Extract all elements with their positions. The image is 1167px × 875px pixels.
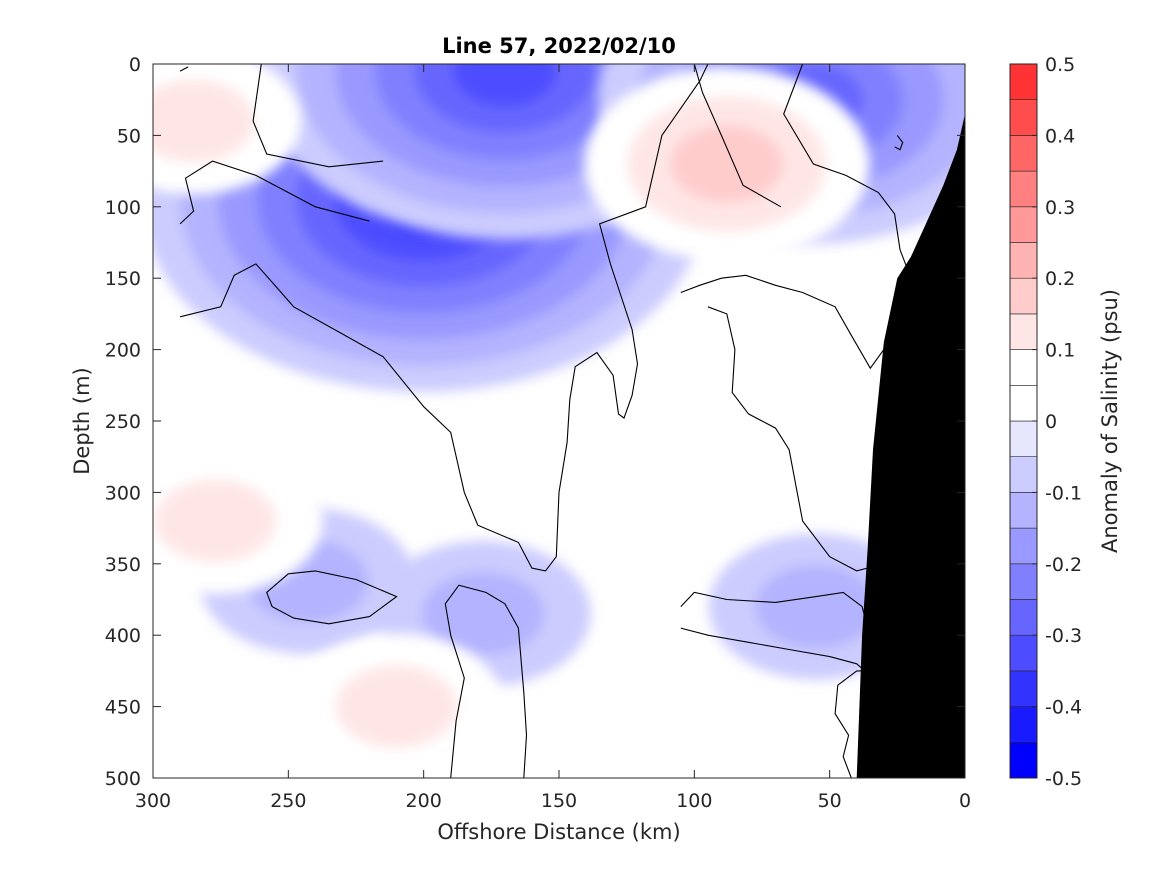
colorbar-swatch: [1009, 492, 1038, 529]
anomaly-field: [153, 64, 965, 778]
colorbar: 0.5 0.4 0.3 0.2 0.1 0 -0.1 -0.2 -0.3 -0.4 -0.5: [1009, 54, 1082, 790]
colorbar-swatch: [1009, 741, 1038, 779]
x-axis: 300 250 200 150 100 50 0: [135, 64, 971, 812]
anomaly-level: [689, 685, 835, 778]
zero-contour: [444, 584, 528, 778]
colorbar-swatch: [1009, 206, 1038, 243]
x-tick-label: 100: [676, 790, 712, 812]
colorbar-swatch: [1009, 456, 1038, 493]
anomaly-level: [453, 64, 556, 106]
zero-contour: [894, 135, 904, 151]
y-axis-label: Depth (m): [70, 367, 94, 474]
colorbar-swatch: [1009, 349, 1038, 386]
anomaly-salty-offshore-deep: [153, 447, 323, 595]
y-tick-label: 50: [117, 125, 141, 147]
y-tick-label: 150: [105, 268, 141, 290]
colorbar-tick-label: 0: [1045, 411, 1057, 433]
chart-title: Line 57, 2022/02/10: [442, 34, 676, 58]
x-tick-label: 0: [959, 790, 971, 812]
zero-contour: [707, 306, 884, 572]
colorbar-swatch: [1009, 242, 1038, 279]
y-tick-label: 300: [105, 482, 141, 504]
colorbar-swatch: [1009, 99, 1038, 136]
colorbar-swatch: [1009, 313, 1038, 350]
zero-contour: [179, 66, 189, 72]
anomaly-level: [153, 79, 255, 163]
anomaly-level: [154, 479, 277, 563]
y-tick-label: 100: [105, 197, 141, 219]
colorbar-swatch: [1009, 527, 1038, 565]
zero-contour: [179, 160, 370, 225]
zero-contour: [179, 64, 709, 572]
colorbar-swatch: [1009, 277, 1038, 315]
colorbar-swatch: [1009, 420, 1038, 458]
colorbar-tick-label: 0.4: [1045, 125, 1075, 147]
zero-contour: [783, 64, 912, 279]
x-tick-label: 150: [541, 790, 577, 812]
x-tick-label: 300: [135, 790, 171, 812]
x-axis-label: Offshore Distance (km): [437, 820, 680, 844]
colorbar-tick-label: -0.4: [1045, 697, 1082, 719]
colorbar-swatch: [1009, 170, 1038, 208]
colorbar-swatch: [1009, 599, 1038, 636]
x-tick-label: 200: [406, 790, 442, 812]
colorbar-swatch: [1009, 670, 1038, 707]
y-tick-label: 450: [105, 697, 141, 719]
zero-contour: [252, 64, 384, 168]
x-tick-label: 250: [270, 790, 306, 812]
zero-contour: [834, 670, 873, 778]
colorbar-tick-label: 0.2: [1045, 268, 1075, 290]
anomaly-salty-core-90km: [584, 67, 870, 261]
colorbar-tick-label: -0.3: [1045, 625, 1082, 647]
colorbar-tick-label: -0.2: [1045, 554, 1082, 576]
colorbar-swatch: [1009, 135, 1038, 172]
y-tick-label: 350: [105, 554, 141, 576]
colorbar-tick-label: -0.1: [1045, 482, 1082, 504]
colorbar-swatch: [1009, 63, 1038, 101]
zero-contour: [680, 274, 896, 370]
bathymetry-layer: [856, 114, 965, 778]
y-tick-label: 250: [105, 411, 141, 433]
colorbar-swatch: [1009, 634, 1038, 672]
colorbar-swatch: [1009, 563, 1038, 600]
bathymetry-shelf: [856, 114, 965, 778]
anomaly-salty-deep-210km: [289, 633, 505, 778]
y-tick-label: 0: [129, 54, 141, 76]
anomaly-salty-deep-75km: [689, 685, 835, 778]
anomaly-level: [755, 565, 877, 648]
colorbar-tick-label: 0.1: [1045, 340, 1075, 362]
colorbar-swatch: [1009, 706, 1038, 743]
colorbar-label: Anomaly of Salinity (psu): [1098, 289, 1122, 553]
y-tick-label: 200: [105, 340, 141, 362]
y-tick-label: 500: [105, 768, 141, 790]
zero-contour: [266, 570, 398, 625]
x-tick-label: 50: [818, 790, 842, 812]
anomaly-level: [335, 665, 458, 748]
y-axis: 0 50 100 150 200 250 300 350 400 450 500: [105, 54, 965, 790]
zero-contour: [693, 64, 782, 208]
y-tick-label: 400: [105, 625, 141, 647]
anomaly-salty-offshore-surface: [153, 64, 302, 195]
anomaly-level: [670, 125, 783, 203]
colorbar-tick-label: 0.3: [1045, 197, 1075, 219]
colorbar-tick-label: 0.5: [1045, 54, 1075, 76]
colorbar-tick-label: -0.5: [1045, 768, 1082, 790]
colorbar-swatch: [1009, 384, 1038, 422]
